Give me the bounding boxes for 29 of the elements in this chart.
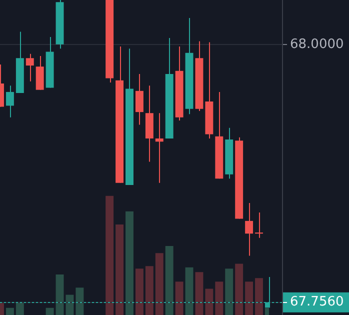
bar [145,266,154,315]
candlestick [6,85,14,118]
y-tick-label: 68.0000 [290,36,344,52]
bar [255,278,263,315]
bar [106,196,114,315]
bar [245,282,254,315]
bar [215,282,224,315]
bar [116,224,124,315]
bar [225,268,234,315]
bar [6,308,14,315]
candlestick [245,202,254,256]
candlestick [255,212,263,238]
bar [205,288,214,315]
candlestick [36,56,44,90]
bar [126,211,134,315]
candlestick [26,53,34,82]
candlestick [135,73,144,126]
bar [195,272,204,315]
bar [76,288,84,315]
bar [185,267,194,315]
y-tick-label: 67.7560 [290,294,344,310]
bar [16,302,24,315]
bar [135,268,144,315]
bar [165,246,174,315]
bar [46,308,54,315]
bar [155,253,164,315]
bar [235,264,244,315]
bar [175,282,184,315]
candlestick [155,112,164,184]
